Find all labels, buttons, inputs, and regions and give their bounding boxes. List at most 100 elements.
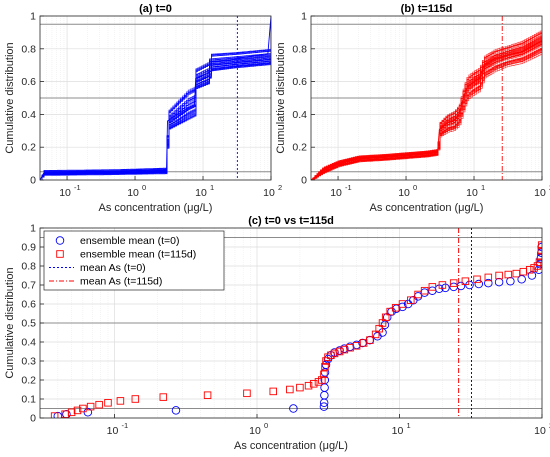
x-tick-label: 10: [249, 425, 261, 437]
data-point: [533, 262, 542, 270]
legend-label: ensemble mean (t=115d): [80, 249, 196, 261]
x-tick-label: 10: [263, 187, 275, 199]
chart-title: (b) t=115d: [401, 3, 453, 15]
chart-title: (a) t=0: [139, 3, 172, 15]
data-point: [304, 381, 313, 390]
data-point: [449, 279, 458, 287]
data-point: [407, 296, 415, 304]
data-point: [465, 280, 474, 290]
data-point: [340, 345, 349, 354]
y-tick-label: 0.8: [292, 43, 307, 55]
data-point: [414, 290, 422, 299]
data-point: [330, 349, 339, 358]
y-tick-label: 0.2: [21, 142, 36, 154]
data-point: [428, 283, 437, 291]
data-point: [67, 408, 76, 417]
legend-marker: [56, 250, 64, 258]
data-point: [159, 393, 168, 401]
series-line: [311, 40, 542, 180]
data-point: [473, 275, 481, 284]
data-point: [296, 383, 304, 392]
x-axis-label: As concentration (μg/L): [370, 202, 484, 214]
data-point: [380, 320, 390, 330]
x-axis-label: As concentration (μg/L): [234, 440, 348, 452]
data-point: [536, 252, 542, 261]
y-tick-label: 0.8: [21, 261, 36, 273]
y-tick-label: 0.4: [21, 109, 36, 121]
axes-frame: [39, 15, 272, 181]
data-point: [461, 277, 470, 285]
data-point: [73, 406, 82, 415]
x-tick-exponent: 1: [407, 421, 411, 430]
plot-content: [40, 16, 271, 180]
realization-line: [40, 16, 271, 180]
data-point: [62, 409, 71, 418]
data-point: [420, 288, 429, 297]
data-point: [289, 404, 298, 413]
y-tick-label: 1: [30, 223, 36, 235]
data-point: [269, 387, 277, 396]
chart-title: (c) t=0 vs t=115d: [248, 215, 334, 227]
axes-frame: [310, 15, 543, 181]
y-tick-label: 0: [301, 175, 307, 187]
data-point: [50, 412, 59, 418]
y-tick-label: 0.6: [21, 299, 36, 311]
plot-content: [311, 16, 542, 180]
x-tick-exponent: 1: [210, 183, 214, 192]
data-point: [171, 406, 181, 415]
data-point: [131, 395, 140, 403]
y-tick-label: 0.4: [21, 337, 36, 349]
data-point: [484, 278, 493, 288]
realization-line: [40, 16, 271, 180]
x-tick-exponent: -1: [345, 183, 352, 192]
data-point: [95, 400, 103, 409]
x-tick-exponent: 1: [481, 183, 485, 192]
realization-line: [311, 32, 542, 180]
data-point: [104, 399, 112, 407]
realization-line: [40, 16, 271, 180]
data-point: [413, 292, 423, 301]
y-tick-label: 0.5: [21, 318, 36, 330]
legend-label: mean As (t=0): [80, 262, 146, 274]
data-point: [504, 270, 513, 279]
data-point: [525, 266, 534, 274]
data-point: [495, 271, 503, 280]
data-point: [536, 254, 542, 263]
x-tick-exponent: -1: [74, 183, 81, 192]
data-point: [309, 380, 318, 388]
x-tick-exponent: 0: [142, 183, 146, 192]
legend-label: mean As (t=115d): [80, 276, 162, 288]
y-tick-label: 0.9: [21, 242, 36, 254]
data-point: [438, 281, 447, 289]
data-point: [484, 273, 493, 282]
data-point: [320, 370, 328, 379]
realization-line: [40, 16, 271, 180]
panel-1: 10 -1 10 0 10 1 10 200.20.40.60.81(a) t=0As con…: [4, 3, 282, 214]
x-tick-exponent: 0: [413, 183, 417, 192]
x-tick-label: 10: [466, 187, 478, 199]
x-tick-exponent: -1: [122, 421, 129, 430]
realization-line: [40, 16, 271, 180]
y-tick-label: 1: [301, 11, 307, 23]
legend-box: [43, 230, 225, 291]
x-tick-label: 10: [59, 187, 71, 199]
data-point: [387, 307, 396, 316]
data-point: [474, 279, 484, 289]
data-point: [534, 265, 542, 275]
x-tick-label: 10: [127, 187, 139, 199]
y-tick-label: 0.8: [21, 43, 36, 55]
legend-marker: [55, 236, 65, 245]
data-point: [386, 307, 394, 316]
y-tick-label: 0.4: [292, 109, 307, 121]
y-tick-label: 0.2: [292, 142, 307, 154]
y-tick-label: 0.6: [21, 76, 36, 88]
y-tick-label: 0.3: [21, 356, 36, 368]
data-point: [243, 389, 251, 398]
y-tick-label: 0.2: [21, 375, 36, 387]
data-point: [517, 275, 526, 284]
x-tick-label: 10: [107, 425, 119, 437]
data-point: [86, 402, 95, 411]
y-tick-label: 1: [30, 11, 36, 23]
